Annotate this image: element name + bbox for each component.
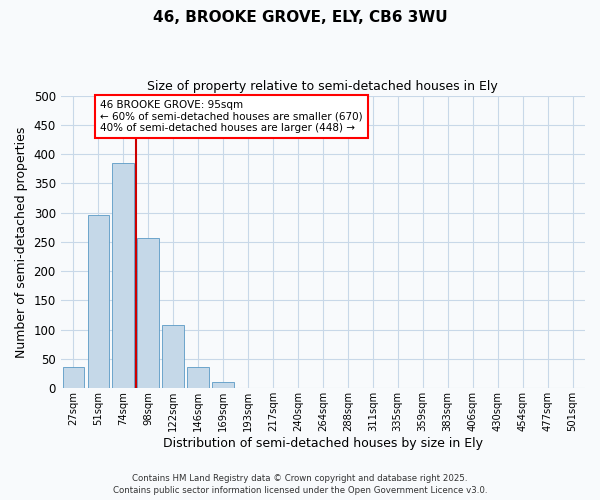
Bar	[88, 215, 109, 388]
Title: Size of property relative to semi-detached houses in Ely: Size of property relative to semi-detach…	[148, 80, 498, 93]
Text: 46, BROOKE GROVE, ELY, CB6 3WU: 46, BROOKE GROVE, ELY, CB6 3WU	[152, 10, 448, 25]
Bar	[212, 382, 233, 388]
Bar	[62, 366, 84, 388]
Text: Contains HM Land Registry data © Crown copyright and database right 2025.
Contai: Contains HM Land Registry data © Crown c…	[113, 474, 487, 495]
Bar	[187, 366, 209, 388]
Bar	[163, 325, 184, 388]
Text: 46 BROOKE GROVE: 95sqm
← 60% of semi-detached houses are smaller (670)
40% of se: 46 BROOKE GROVE: 95sqm ← 60% of semi-det…	[100, 100, 362, 133]
Bar	[137, 238, 158, 388]
Bar	[112, 164, 134, 388]
Y-axis label: Number of semi-detached properties: Number of semi-detached properties	[15, 126, 28, 358]
X-axis label: Distribution of semi-detached houses by size in Ely: Distribution of semi-detached houses by …	[163, 437, 483, 450]
